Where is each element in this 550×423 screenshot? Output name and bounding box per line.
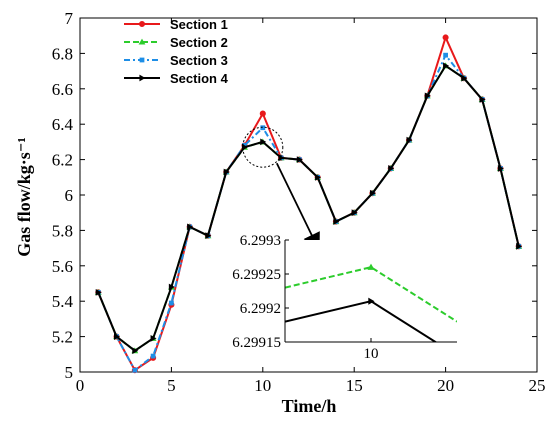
inset-series-line: [285, 266, 457, 323]
inset-series-layer: [285, 263, 457, 342]
marker-arrow: [443, 62, 449, 70]
x-tick-label: 20: [437, 376, 454, 395]
marker-triangle: [138, 38, 146, 45]
marker-arrow: [150, 334, 157, 342]
inset-plot: 6.29915 6.2992 6.29925 6.2993 10: [232, 233, 457, 362]
marker-arrow: [278, 154, 285, 162]
y-tick-label: 6.4: [52, 115, 74, 134]
marker-arrow: [187, 223, 194, 231]
legend-label: Section 1: [170, 17, 228, 32]
y-tick-label: 5: [65, 363, 74, 382]
marker-square: [139, 57, 145, 63]
marker-triangle: [367, 263, 375, 270]
marker-arrow: [368, 297, 375, 305]
legend-item-3: Section 3: [124, 53, 228, 68]
marker-square: [169, 300, 174, 306]
inset-y-tick-label: 6.29915: [232, 335, 281, 351]
marker-circle: [259, 110, 266, 117]
y-tick-label: 6.8: [52, 44, 73, 63]
x-tick-label: 5: [167, 376, 176, 395]
marker-arrow: [95, 288, 102, 296]
legend-item-2: Section 2: [124, 35, 228, 50]
y-tick-label: 7: [65, 9, 74, 28]
y-tick-label: 5.6: [52, 257, 73, 276]
zoom-arrow: [275, 162, 320, 252]
y-tick-label: 5.2: [52, 328, 73, 347]
legend-label: Section 3: [170, 53, 228, 68]
y-axis-label: Gas flow/kg·s⁻¹: [14, 137, 34, 256]
y-tick-label: 5.8: [52, 221, 73, 240]
marker-arrow: [479, 96, 486, 103]
marker-arrow: [388, 165, 395, 172]
legend: Section 1 Section 2 Section 3 Section 4: [124, 17, 229, 86]
x-tick-label: 15: [346, 376, 363, 395]
series-4: [95, 62, 523, 355]
y-tick-label: 6.6: [52, 80, 73, 99]
marker-square: [443, 52, 448, 58]
marker-arrow: [168, 283, 175, 291]
marker-square: [260, 125, 266, 131]
marker-arrow: [516, 242, 523, 250]
y-tick-label: 5.4: [52, 292, 74, 311]
axis-labels: Time/h Gas flow/kg·s⁻¹: [14, 137, 336, 416]
inset-y-tick-label: 6.29925: [232, 267, 281, 283]
inset-y-tick-label: 6.2992: [240, 301, 281, 317]
legend-label: Section 2: [170, 35, 228, 50]
x-axis-label: Time/h: [282, 396, 337, 416]
marker-circle: [442, 34, 449, 41]
marker-arrow: [424, 92, 431, 100]
x-tick-label: 10: [254, 376, 271, 395]
marker-arrow: [369, 189, 376, 197]
marker-arrow: [461, 74, 468, 82]
marker-arrow: [223, 168, 230, 176]
inset-background: [285, 240, 457, 342]
marker-arrow: [333, 218, 340, 225]
legend-item-1: Section 1: [124, 17, 228, 32]
marker-arrow: [406, 136, 413, 144]
legend-item-4: Section 4: [124, 71, 229, 86]
marker-arrow: [114, 333, 120, 340]
marker-arrow: [241, 143, 248, 151]
marker-square: [150, 353, 156, 359]
marker-arrow: [260, 138, 267, 146]
marker-arrow: [351, 209, 358, 217]
x-tick-label: 25: [529, 376, 546, 395]
marker-square: [132, 367, 138, 373]
series-line: [97, 64, 520, 352]
series-layer: [94, 34, 523, 374]
marker-arrow: [139, 74, 146, 82]
marker-arrow: [497, 165, 504, 172]
y-tick-label: 6: [65, 186, 74, 205]
inset-y-tick-label: 6.2993: [240, 233, 281, 249]
marker-circle: [138, 20, 146, 28]
x-tick-label: 0: [76, 376, 85, 395]
zoom-annotation: [242, 126, 320, 252]
marker-arrow: [205, 232, 212, 240]
legend-label: Section 4: [170, 71, 229, 86]
zoom-ellipse: [242, 126, 284, 168]
inset-x-tick-label: 10: [364, 346, 379, 362]
series-line: [97, 53, 520, 372]
y-tick-label: 6.2: [52, 151, 73, 170]
marker-arrow: [296, 156, 303, 163]
marker-arrow: [315, 173, 322, 181]
marker-arrow: [132, 347, 139, 355]
